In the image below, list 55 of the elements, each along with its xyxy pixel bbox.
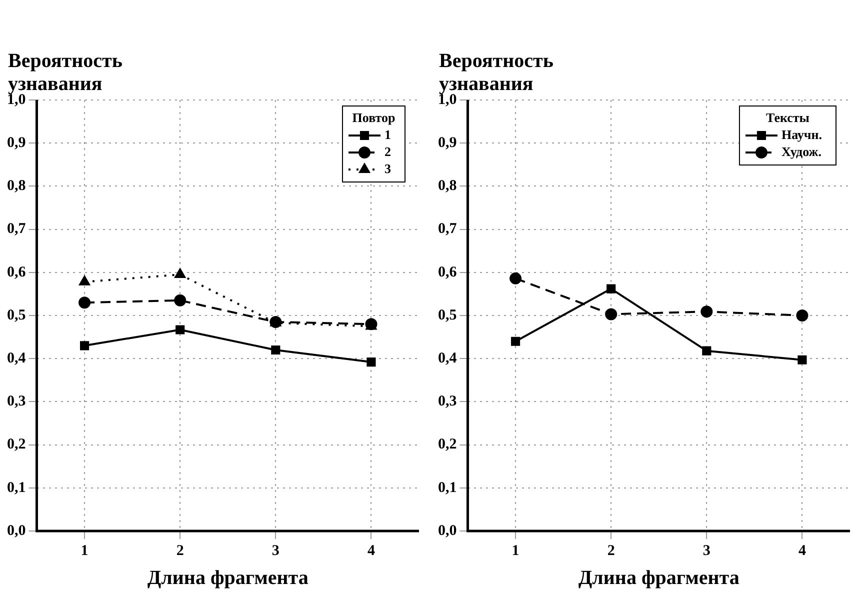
x-tick-label: 4 <box>367 542 376 559</box>
point <box>80 341 90 350</box>
point <box>605 308 618 320</box>
x-tick-label: 4 <box>798 542 806 559</box>
point <box>79 276 90 286</box>
x-tick-label: 3 <box>702 542 710 559</box>
point <box>798 355 807 364</box>
legend-label: Научн. <box>781 126 822 142</box>
y-axis-title: Вероятность узнавания <box>439 50 554 95</box>
y-tick-label: 0,2 <box>438 436 457 453</box>
y-tick-label: 0,1 <box>438 480 457 496</box>
legend-title: Повтор <box>352 110 396 125</box>
x-axis-title: Длина фрагмента <box>578 567 740 590</box>
legend-title: Тексты <box>766 110 810 125</box>
point <box>510 272 522 284</box>
x-tick-label: 2 <box>176 542 184 559</box>
y-tick-label: 0,6 <box>438 264 458 280</box>
y-tick-label: 0,3 <box>7 394 26 410</box>
y-tick-label: 0,8 <box>7 178 26 194</box>
y-tick-label: 0,5 <box>7 307 26 324</box>
point <box>271 345 280 355</box>
y-tick-label: 0,4 <box>438 350 458 366</box>
legend-label: 2 <box>384 144 391 159</box>
x-tick-label: 2 <box>607 542 615 559</box>
point <box>700 306 713 318</box>
x-tick-label: 1 <box>512 542 520 559</box>
y-tick-label: 0,9 <box>438 134 457 151</box>
point <box>796 310 808 322</box>
y-axis-title: Вероятность узнавания <box>8 50 124 95</box>
legend-label: 1 <box>384 126 391 142</box>
y-tick-label: 0,7 <box>7 221 26 238</box>
x-tick-label: 1 <box>80 542 88 559</box>
y-tick-label: 0,0 <box>438 522 457 539</box>
point <box>174 294 186 306</box>
y-tick-label: 0,7 <box>438 221 458 238</box>
x-tick-label: 3 <box>272 542 280 559</box>
y-tick-label: 0,3 <box>438 394 457 410</box>
legend-label: 3 <box>384 160 392 176</box>
y-tick-label: 0,0 <box>7 522 26 539</box>
point <box>174 268 186 278</box>
y-tick-label: 0,6 <box>7 264 26 280</box>
point <box>606 284 616 294</box>
point <box>176 325 185 334</box>
point <box>366 358 376 367</box>
y-tick-label: 0,5 <box>438 307 457 324</box>
legend-label: Худож. <box>781 144 822 159</box>
y-tick-label: 0,2 <box>7 436 26 453</box>
point <box>702 346 712 356</box>
y-tick-label: 0,1 <box>7 480 26 496</box>
y-tick-label: 0,4 <box>7 350 26 366</box>
y-tick-label: 0,8 <box>438 178 457 194</box>
point <box>510 336 520 346</box>
x-axis-title: Длина фрагмента <box>147 567 308 590</box>
y-tick-label: 0,9 <box>7 134 26 151</box>
point <box>78 296 91 309</box>
